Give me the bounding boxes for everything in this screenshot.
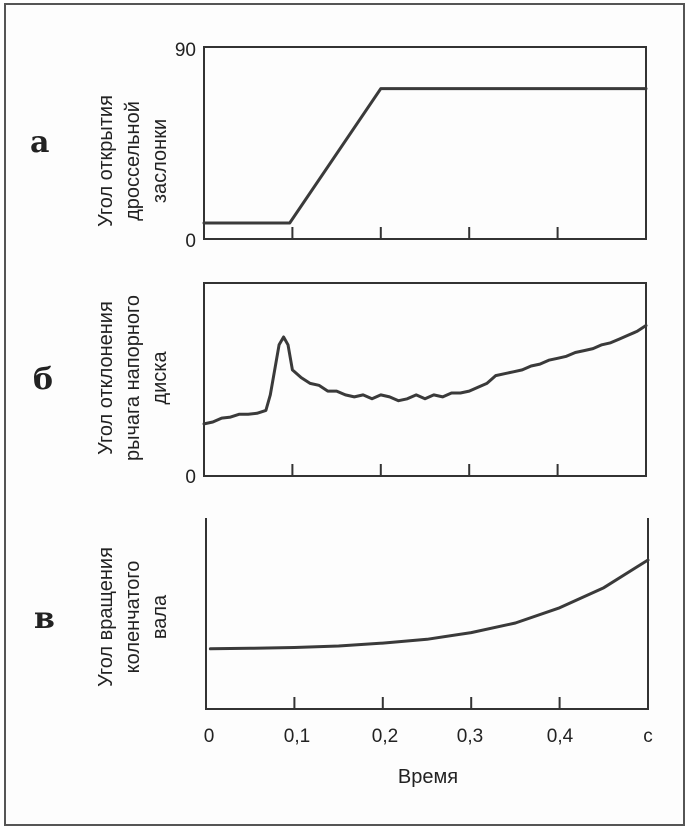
series-line bbox=[202, 87, 648, 225]
y-axis-label-line: заслонки bbox=[149, 119, 171, 203]
x-tick-label: 0,4 bbox=[547, 726, 574, 747]
y-axis-label-line: диска bbox=[149, 351, 171, 405]
y-axis-label-line: коленчатого bbox=[122, 561, 144, 674]
y-axis-label-line: Угол открытия bbox=[95, 95, 117, 227]
x-tick-label: 0 bbox=[204, 726, 215, 747]
panel-letter: в bbox=[34, 601, 55, 636]
x-axis-title: Время bbox=[398, 766, 458, 788]
y-axis-label-line: вала bbox=[149, 594, 171, 639]
plot-frame bbox=[205, 518, 649, 710]
y-axis-label-line: Угол отклонения bbox=[95, 301, 117, 455]
y-tick-label: 0 bbox=[185, 467, 196, 488]
x-tick-label: 0,2 bbox=[372, 726, 398, 747]
panel-a: а Угол открытия дроссельной заслонки 90 … bbox=[30, 40, 648, 252]
series-line bbox=[208, 558, 650, 651]
x-tick-label: 0,1 bbox=[284, 726, 310, 747]
series-line bbox=[202, 324, 648, 426]
x-tick-label: с bbox=[643, 726, 653, 747]
plot-frame bbox=[203, 282, 647, 477]
panel-letter: б bbox=[33, 362, 53, 397]
panel-b: б Угол отклонения рычага напорного диска… bbox=[33, 282, 648, 488]
plot-frame bbox=[203, 46, 647, 240]
x-tick-label: 0,3 bbox=[457, 726, 483, 747]
y-axis-label-line: дроссельной bbox=[122, 101, 144, 221]
panel-c: в Угол вращения коленчатого вала 0 0,1 0… bbox=[34, 518, 653, 788]
y-axis-label-line: рычага напорного bbox=[122, 295, 144, 461]
panel-letter: а bbox=[30, 125, 49, 160]
y-axis-label-line: Угол вращения bbox=[95, 547, 117, 687]
y-tick-label: 90 bbox=[175, 40, 196, 61]
y-tick-label: 0 bbox=[185, 231, 196, 252]
